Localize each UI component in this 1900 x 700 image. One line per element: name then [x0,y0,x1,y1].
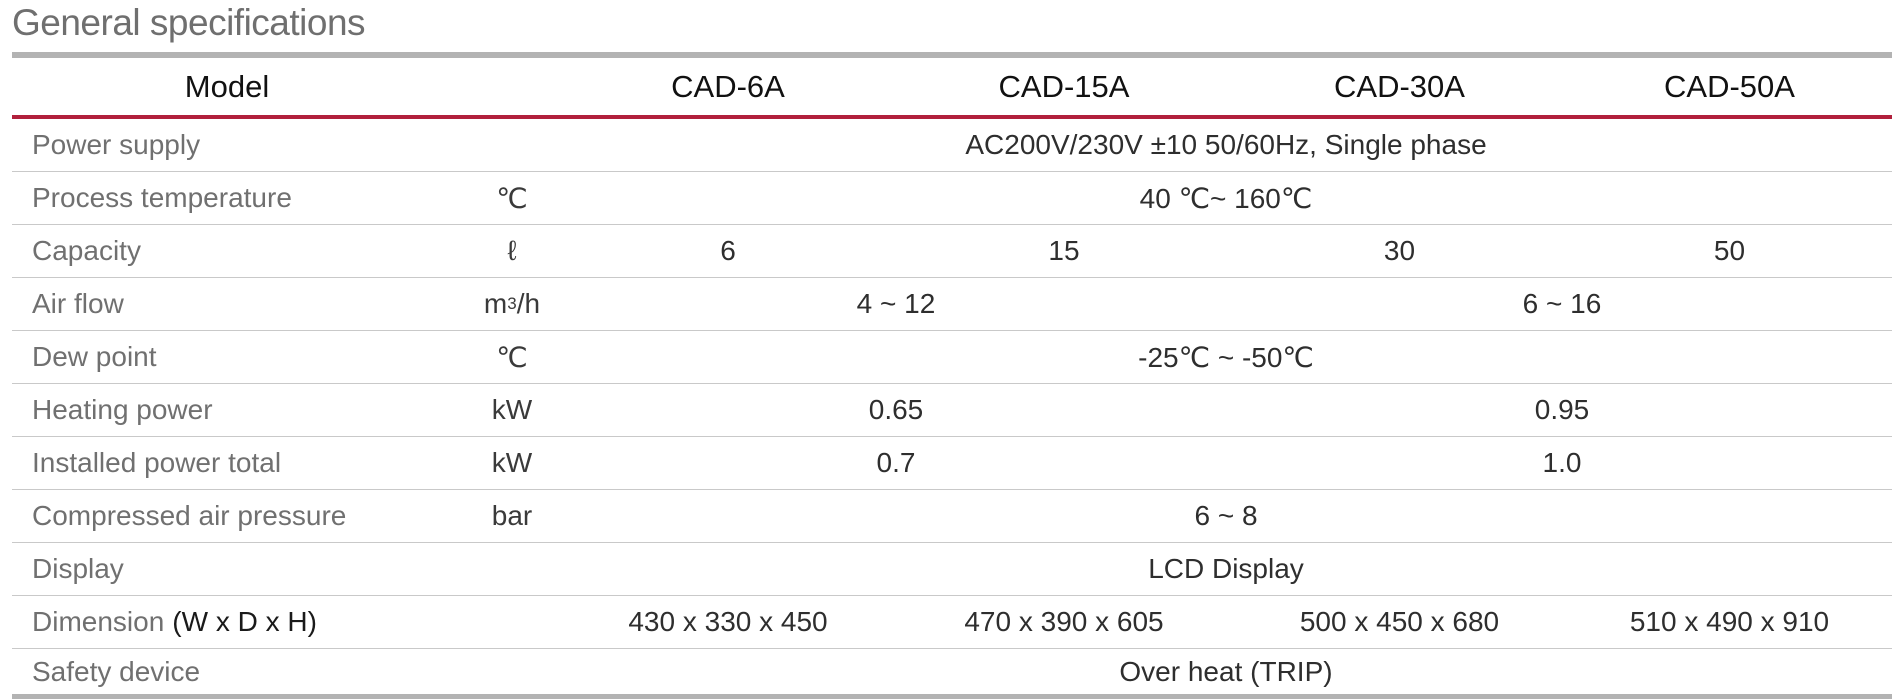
value-all: 6 ~ 8 [1194,500,1258,531]
header-rule [12,115,1892,119]
value-cad-30a: 30 [1383,235,1416,266]
row-label: Power supply [32,129,201,160]
row-process-temperature: Process temperature ℃ 40 ℃~ 160℃ [12,172,1892,225]
top-rule [12,52,1892,58]
value-cad-50a: 50 [1713,235,1746,266]
row-label: Dimension (W x D x H) [32,596,317,648]
row-installed-power-total: Installed power total kW 0.7 1.0 [12,437,1892,490]
row-safety-device: Safety device Over heat (TRIP) [12,649,1892,694]
row-label: Dew point [32,341,157,372]
value-all: Over heat (TRIP) [1119,655,1333,687]
row-label: Compressed air pressure [32,500,347,531]
page-title: General specifications [12,2,366,43]
value-cad-6a: 430 x 330 x 450 [628,606,828,637]
row-unit: kW [491,394,533,425]
header-cad-50a: CAD-50A [1664,68,1795,104]
row-air-flow: Air flow m 3/h 4 ~ 12 6 ~ 16 [12,278,1892,331]
row-heating-power: Heating power kW 0.65 0.95 [12,384,1892,437]
value-cad-6a-15a: 4 ~ 12 [856,288,936,319]
row-label-suffix: (W x D x H) [172,606,317,637]
row-label: Capacity [32,235,141,266]
row-label-text: Dimension [32,606,165,637]
value-cad-30a: 500 x 450 x 680 [1299,606,1500,637]
row-display: Display LCD Display [12,543,1892,596]
row-label: Process temperature [32,182,292,213]
value-cad-50a: 510 x 490 x 910 [1629,606,1830,637]
row-unit: bar [491,500,533,531]
value-cad-6a-15a: 0.7 [876,447,916,478]
row-unit: ℃ [496,341,528,373]
table-header: Model CAD-6A CAD-15A CAD-30A CAD-50A [12,58,1892,115]
row-label: Heating power [32,394,213,425]
value-all: 40 ℃~ 160℃ [1139,182,1313,214]
row-compressed-air-pressure: Compressed air pressure bar 6 ~ 8 [12,490,1892,543]
header-cad-30a: CAD-30A [1334,68,1465,104]
value-cad-30a-50a: 0.95 [1534,394,1590,425]
row-power-supply: Power supply AC200V/230V ±10 50/60Hz, Si… [12,119,1892,172]
value-cad-6a: 6 [720,235,736,266]
value-cad-30a-50a: 1.0 [1542,447,1582,478]
value-all: LCD Display [1148,553,1304,584]
value-all: -25℃ ~ -50℃ [1138,341,1314,373]
row-unit: ℓ [507,235,517,266]
row-capacity: Capacity ℓ 6 15 30 50 [12,225,1892,278]
header-model: Model [184,68,270,104]
value-cad-15a: 470 x 390 x 605 [964,606,1164,637]
unit-rest: /h [516,288,541,319]
row-label: Safety device [32,655,201,687]
row-dimension: Dimension (W x D x H) 430 x 330 x 450 470… [12,596,1892,649]
row-label: Display [32,553,124,584]
header-cad-15a: CAD-15A [998,68,1130,104]
row-unit: ℃ [496,182,528,214]
unit-superscript: 3 [507,294,517,313]
value-all: AC200V/230V ±10 50/60Hz, Single phase [965,129,1487,160]
row-unit: m 3/h [452,278,572,330]
value-cad-30a-50a: 6 ~ 16 [1522,288,1602,319]
bottom-rule [12,694,1892,699]
row-label: Air flow [32,288,124,319]
value-cad-6a-15a: 0.65 [868,394,924,425]
row-label: Installed power total [32,447,282,478]
unit-base: m [483,288,508,319]
header-cad-6a: CAD-6A [671,68,785,104]
row-unit: kW [491,447,533,478]
row-dew-point: Dew point ℃ -25℃ ~ -50℃ [12,331,1892,384]
value-cad-15a: 15 [1048,235,1080,266]
